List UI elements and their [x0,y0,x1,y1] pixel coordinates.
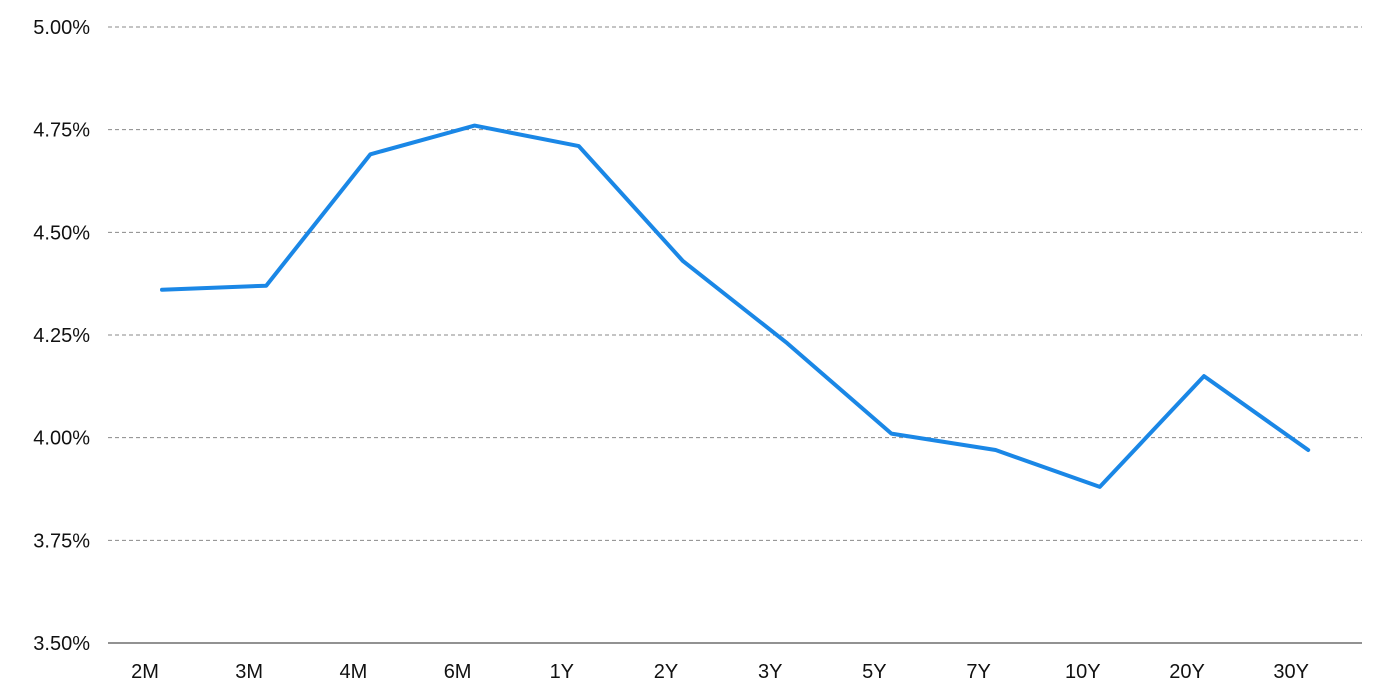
x-tick-label: 5Y [862,661,886,683]
series-line [160,123,1311,489]
data-point [1202,374,1206,378]
x-tick-label: 4M [340,661,368,683]
y-tick-label: 3.75% [33,530,90,552]
x-tick-label: 10Y [1065,661,1101,683]
gridlines [108,26,1362,541]
x-tick-label: 2Y [654,661,678,683]
x-tick-label: 2M [131,661,159,683]
x-tick-label: 1Y [550,661,574,683]
data-point [368,152,372,156]
data-point [160,288,164,292]
data-point [889,432,893,436]
y-tick-label: 4.50% [33,222,90,244]
x-tick-label: 3M [235,661,263,683]
data-point [264,284,268,288]
y-tick-label: 4.25% [33,325,90,347]
x-tick-label: 20Y [1169,661,1205,683]
data-point [785,341,789,345]
y-tick-label: 5.00% [33,17,90,39]
x-tick-label: 30Y [1273,661,1309,683]
y-tick-label: 3.50% [33,633,90,655]
x-axis-ticks: 2M 3M 4M 6M 1Y 2Y 3Y 5Y 7Y 10Y 20Y 30Y [131,661,1309,683]
x-tick-label: 6M [444,661,472,683]
data-point [994,448,998,452]
x-tick-label: 3Y [758,661,782,683]
y-axis-ticks: 3.50% 3.75% 4.00% 4.25% 4.50% 4.75% 5.00% [33,17,90,655]
data-point [1098,485,1102,489]
data-point [577,144,581,148]
data-point [681,259,685,263]
y-tick-label: 4.00% [33,428,90,450]
y-tick-label: 4.75% [33,120,90,142]
data-point [473,124,477,128]
x-tick-label: 7Y [966,661,990,683]
series-layer [160,123,1311,489]
data-point [1306,448,1310,452]
